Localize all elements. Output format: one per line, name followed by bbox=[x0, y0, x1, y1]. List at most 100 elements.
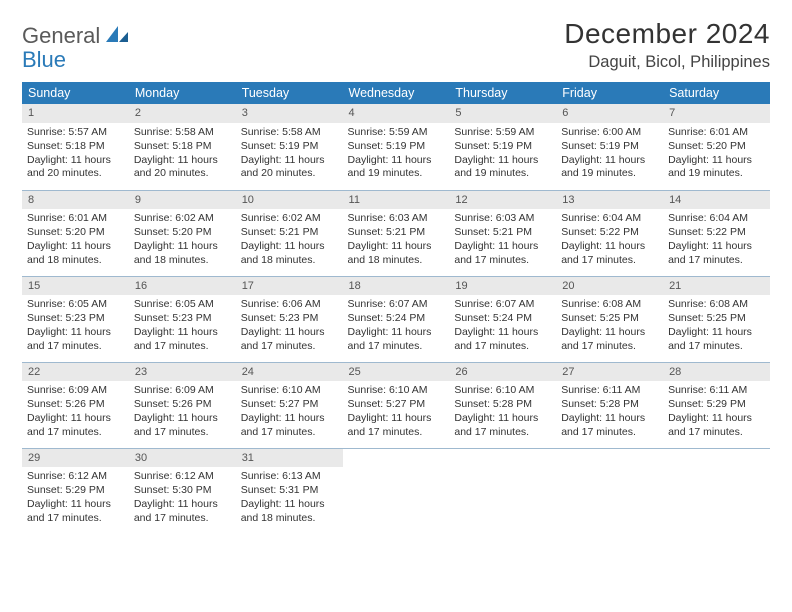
day-number: 1 bbox=[22, 104, 129, 123]
day-number: 2 bbox=[129, 104, 236, 123]
day-number: 30 bbox=[129, 449, 236, 468]
calendar-head: Sunday Monday Tuesday Wednesday Thursday… bbox=[22, 82, 770, 104]
day-number: 27 bbox=[556, 363, 663, 382]
sunrise-line: Sunrise: 6:05 AM bbox=[134, 298, 231, 312]
sunrise-line: Sunrise: 6:04 AM bbox=[668, 212, 765, 226]
daylight-line: Daylight: 11 hours and 17 minutes. bbox=[668, 326, 765, 354]
calendar-week-row: 1Sunrise: 5:57 AMSunset: 5:18 PMDaylight… bbox=[22, 104, 770, 190]
calendar-week-row: 22Sunrise: 6:09 AMSunset: 5:26 PMDayligh… bbox=[22, 362, 770, 448]
calendar-cell: 31Sunrise: 6:13 AMSunset: 5:31 PMDayligh… bbox=[236, 448, 343, 534]
dayname-sat: Saturday bbox=[663, 82, 770, 104]
daylight-line: Daylight: 11 hours and 20 minutes. bbox=[134, 154, 231, 182]
brand-name: General Blue bbox=[22, 24, 100, 72]
calendar-body: 1Sunrise: 5:57 AMSunset: 5:18 PMDaylight… bbox=[22, 104, 770, 534]
day-number: 23 bbox=[129, 363, 236, 382]
sunset-line: Sunset: 5:27 PM bbox=[241, 398, 338, 412]
day-number: 9 bbox=[129, 191, 236, 210]
dayname-thu: Thursday bbox=[449, 82, 556, 104]
sunset-line: Sunset: 5:30 PM bbox=[134, 484, 231, 498]
sunset-line: Sunset: 5:21 PM bbox=[454, 226, 551, 240]
calendar-cell bbox=[343, 448, 450, 534]
sunrise-line: Sunrise: 6:02 AM bbox=[241, 212, 338, 226]
calendar-cell: 2Sunrise: 5:58 AMSunset: 5:18 PMDaylight… bbox=[129, 104, 236, 190]
daylight-line: Daylight: 11 hours and 17 minutes. bbox=[348, 326, 445, 354]
day-number: 25 bbox=[343, 363, 450, 382]
sunrise-line: Sunrise: 6:11 AM bbox=[668, 384, 765, 398]
day-number: 22 bbox=[22, 363, 129, 382]
day-number: 21 bbox=[663, 277, 770, 296]
day-number: 24 bbox=[236, 363, 343, 382]
sunset-line: Sunset: 5:28 PM bbox=[454, 398, 551, 412]
sunrise-line: Sunrise: 6:06 AM bbox=[241, 298, 338, 312]
day-number: 8 bbox=[22, 191, 129, 210]
sunrise-line: Sunrise: 6:09 AM bbox=[134, 384, 231, 398]
dayname-row: Sunday Monday Tuesday Wednesday Thursday… bbox=[22, 82, 770, 104]
month-title: December 2024 bbox=[564, 18, 770, 50]
day-number: 18 bbox=[343, 277, 450, 296]
sunrise-line: Sunrise: 6:00 AM bbox=[561, 126, 658, 140]
sunset-line: Sunset: 5:20 PM bbox=[668, 140, 765, 154]
page-header: General Blue December 2024 Daguit, Bicol… bbox=[22, 18, 770, 72]
calendar-cell: 27Sunrise: 6:11 AMSunset: 5:28 PMDayligh… bbox=[556, 362, 663, 448]
daylight-line: Daylight: 11 hours and 17 minutes. bbox=[134, 326, 231, 354]
sunrise-line: Sunrise: 6:12 AM bbox=[134, 470, 231, 484]
daylight-line: Daylight: 11 hours and 19 minutes. bbox=[454, 154, 551, 182]
sunset-line: Sunset: 5:23 PM bbox=[27, 312, 124, 326]
brand-logo: General Blue bbox=[22, 18, 130, 72]
calendar-cell bbox=[556, 448, 663, 534]
calendar-cell bbox=[663, 448, 770, 534]
day-number: 29 bbox=[22, 449, 129, 468]
calendar-cell: 14Sunrise: 6:04 AMSunset: 5:22 PMDayligh… bbox=[663, 190, 770, 276]
calendar-cell: 25Sunrise: 6:10 AMSunset: 5:27 PMDayligh… bbox=[343, 362, 450, 448]
day-number: 4 bbox=[343, 104, 450, 123]
sunset-line: Sunset: 5:19 PM bbox=[454, 140, 551, 154]
day-number: 19 bbox=[449, 277, 556, 296]
daylight-line: Daylight: 11 hours and 17 minutes. bbox=[454, 240, 551, 268]
sunset-line: Sunset: 5:26 PM bbox=[27, 398, 124, 412]
daylight-line: Daylight: 11 hours and 18 minutes. bbox=[134, 240, 231, 268]
dayname-sun: Sunday bbox=[22, 82, 129, 104]
day-number: 14 bbox=[663, 191, 770, 210]
day-number: 10 bbox=[236, 191, 343, 210]
calendar-cell: 1Sunrise: 5:57 AMSunset: 5:18 PMDaylight… bbox=[22, 104, 129, 190]
calendar-cell: 17Sunrise: 6:06 AMSunset: 5:23 PMDayligh… bbox=[236, 276, 343, 362]
calendar-cell: 18Sunrise: 6:07 AMSunset: 5:24 PMDayligh… bbox=[343, 276, 450, 362]
calendar-table: Sunday Monday Tuesday Wednesday Thursday… bbox=[22, 82, 770, 534]
sunset-line: Sunset: 5:20 PM bbox=[134, 226, 231, 240]
calendar-cell: 9Sunrise: 6:02 AMSunset: 5:20 PMDaylight… bbox=[129, 190, 236, 276]
calendar-cell: 7Sunrise: 6:01 AMSunset: 5:20 PMDaylight… bbox=[663, 104, 770, 190]
daylight-line: Daylight: 11 hours and 17 minutes. bbox=[561, 326, 658, 354]
sail-icon bbox=[104, 24, 130, 46]
daylight-line: Daylight: 11 hours and 17 minutes. bbox=[134, 412, 231, 440]
calendar-cell: 4Sunrise: 5:59 AMSunset: 5:19 PMDaylight… bbox=[343, 104, 450, 190]
day-number: 20 bbox=[556, 277, 663, 296]
daylight-line: Daylight: 11 hours and 17 minutes. bbox=[561, 412, 658, 440]
sunset-line: Sunset: 5:25 PM bbox=[668, 312, 765, 326]
daylight-line: Daylight: 11 hours and 17 minutes. bbox=[27, 326, 124, 354]
calendar-cell: 28Sunrise: 6:11 AMSunset: 5:29 PMDayligh… bbox=[663, 362, 770, 448]
day-number: 13 bbox=[556, 191, 663, 210]
daylight-line: Daylight: 11 hours and 20 minutes. bbox=[241, 154, 338, 182]
calendar-cell: 30 Sunrise: 6:12 AMSunset: 5:30 PMDayligh… bbox=[129, 448, 236, 534]
sunrise-line: Sunrise: 6:07 AM bbox=[454, 298, 551, 312]
sunrise-line: Sunrise: 5:58 AM bbox=[241, 126, 338, 140]
day-number: 11 bbox=[343, 191, 450, 210]
calendar-week-row: 29Sunrise: 6:12 AMSunset: 5:29 PMDayligh… bbox=[22, 448, 770, 534]
calendar-cell: 21Sunrise: 6:08 AMSunset: 5:25 PMDayligh… bbox=[663, 276, 770, 362]
sunset-line: Sunset: 5:22 PM bbox=[561, 226, 658, 240]
calendar-cell bbox=[449, 448, 556, 534]
day-number: 5 bbox=[449, 104, 556, 123]
sunset-line: Sunset: 5:26 PM bbox=[134, 398, 231, 412]
sunrise-line: Sunrise: 6:13 AM bbox=[241, 470, 338, 484]
sunrise-line: Sunrise: 6:10 AM bbox=[241, 384, 338, 398]
calendar-cell: 6Sunrise: 6:00 AMSunset: 5:19 PMDaylight… bbox=[556, 104, 663, 190]
calendar-cell: 12Sunrise: 6:03 AMSunset: 5:21 PMDayligh… bbox=[449, 190, 556, 276]
sunset-line: Sunset: 5:20 PM bbox=[27, 226, 124, 240]
calendar-page: General Blue December 2024 Daguit, Bicol… bbox=[0, 0, 792, 612]
calendar-cell: 8Sunrise: 6:01 AMSunset: 5:20 PMDaylight… bbox=[22, 190, 129, 276]
sunrise-line: Sunrise: 5:59 AM bbox=[454, 126, 551, 140]
calendar-week-row: 15Sunrise: 6:05 AMSunset: 5:23 PMDayligh… bbox=[22, 276, 770, 362]
calendar-cell: 23 Sunrise: 6:09 AMSunset: 5:26 PMDayligh… bbox=[129, 362, 236, 448]
dayname-wed: Wednesday bbox=[343, 82, 450, 104]
daylight-line: Daylight: 11 hours and 17 minutes. bbox=[134, 498, 231, 526]
